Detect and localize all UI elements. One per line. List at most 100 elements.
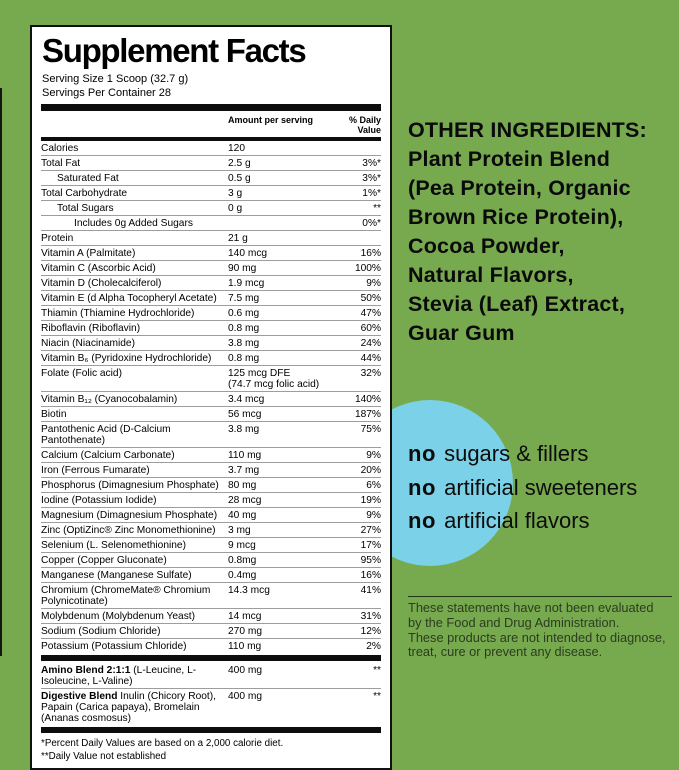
nutrient-amount: 0.6 mg (228, 307, 260, 319)
table-row: Iodine (Potassium Iodide) 28 mcg 19% (41, 493, 381, 508)
nutrient-daily-value: 3%* (362, 172, 381, 184)
nutrient-daily-value: 16% (360, 569, 381, 581)
nutrient-name: Includes 0g Added Sugars (74, 217, 193, 229)
nutrient-amount: 1.9 mcg (228, 277, 265, 289)
nutrient-amount: 2.5 g (228, 157, 251, 169)
nutrient-amount: 80 mg (228, 479, 257, 491)
nutrient-daily-value: 95% (360, 554, 381, 566)
nutrient-daily-value: 27% (360, 524, 381, 536)
other-ingredients-line: Guar Gum (408, 321, 515, 345)
servings-per-container: Servings Per Container 28 (42, 86, 172, 99)
nutrient-amount: 9 mcg (228, 539, 256, 551)
claim-line: no artificial flavors (408, 504, 637, 538)
other-ingredients-line: Stevia (Leaf) Extract, (408, 292, 626, 316)
table-row: Manganese (Manganese Sulfate) 0.4mg 16% (41, 568, 381, 583)
blend-name-bold: Digestive Blend (41, 690, 118, 702)
nutrient-daily-value: 9% (366, 509, 381, 521)
nutrient-daily-value: 16% (360, 247, 381, 259)
table-row: Phosphorus (Dimagnesium Phosphate) 80 mg 6… (41, 478, 381, 493)
table-row: Vitamin A (Palmitate) 140 mcg 16% (41, 246, 381, 261)
serving-size: Serving Size 1 Scoop (32.7 g) (42, 73, 189, 85)
nutrient-amount: 120 (228, 142, 245, 154)
nutrient-amount: 56 mcg (228, 408, 262, 420)
table-row: Total Sugars 0 g ** (41, 201, 381, 216)
nutrient-daily-value: 24% (360, 337, 381, 349)
footnotes: *Percent Daily Values are based on a 2,0… (41, 735, 381, 763)
disclaimer-divider (408, 596, 672, 597)
table-row: Selenium (L. Selenomethionine) 9 mcg 17% (41, 538, 381, 553)
blend-name: Digestive Blend Inulin (Chicory Root), P… (41, 690, 216, 724)
nutrient-amount: 14.3 mcg (228, 584, 270, 596)
other-ingredients-line: Cocoa Powder, (408, 234, 565, 258)
table-row: Thiamin (Thiamine Hydrochloride) 0.6 mg 47… (41, 306, 381, 321)
column-amount-label: Amount per serving (228, 115, 314, 125)
table-row: Total Carbohydrate 3 g 1%* (41, 186, 381, 201)
claim-emphasis: no (408, 508, 437, 533)
column-daily-value-label: % Daily Value (348, 115, 381, 135)
blend-amount: 400 mg (228, 690, 262, 702)
disclaimer-line: by the Food and Drug Administration. (408, 614, 620, 630)
nutrient-amount: 21 g (228, 232, 248, 244)
table-row: Molybdenum (Molybdenum Yeast) 14 mcg 31% (41, 609, 381, 624)
nutrient-name: Iodine (Potassium Iodide) (41, 494, 157, 506)
nutrient-daily-value: 50% (360, 292, 381, 304)
table-row: Magnesium (Dimagnesium Phosphate) 40 mg 9% (41, 508, 381, 523)
nutrient-name: Total Sugars (57, 202, 114, 214)
nutrient-name: Calories (41, 142, 79, 154)
table-row: Folate (Folic acid) 125 mcg DFE (74.7 mcg … (41, 366, 381, 392)
nutrient-name: Vitamin B₁₂ (Cyanocobalamin) (41, 393, 178, 405)
nutrient-daily-value: 32% (360, 367, 381, 379)
table-row: Vitamin B₆ (Pyridoxine Hydrochloride) 0.8… (41, 351, 381, 366)
table-row: Biotin 56 mcg 187% (41, 407, 381, 422)
no-claims-block: no sugars & fillers no artificial sweetener… (408, 437, 637, 538)
nutrient-daily-value: 20% (360, 464, 381, 476)
nutrient-amount: 3.8 mg (228, 337, 260, 349)
divider-blends-top (41, 655, 381, 661)
nutrient-name: Calcium (Calcium Carbonate) (41, 449, 175, 461)
nutrient-daily-value: 1%* (362, 187, 381, 199)
table-row: Pantothenic Acid (D-Calcium Pantothenate… (41, 422, 381, 448)
table-row: Niacin (Niacinamide) 3.8 mg 24% (41, 336, 381, 351)
nutrient-daily-value: 187% (354, 408, 381, 420)
blend-amount: 400 mg (228, 664, 262, 676)
other-ingredients-block: OTHER INGREDIENTS: Plant Protein Blend (Pe… (408, 116, 676, 348)
table-row: Chromium (ChromeMate® Chromium Polynicot… (41, 583, 381, 609)
nutrient-name: Niacin (Niacinamide) (41, 337, 135, 349)
supplement-facts-title: Supplement Facts (42, 32, 307, 69)
nutrient-amount: 270 mg (228, 625, 262, 637)
nutrient-name: Biotin (41, 408, 67, 420)
nutrient-daily-value: 12% (360, 625, 381, 637)
nutrient-name: Vitamin C (Ascorbic Acid) (41, 262, 156, 274)
blend-name-bold: Amino Blend 2:1:1 (41, 664, 131, 676)
nutrient-name: Riboflavin (Riboflavin) (41, 322, 141, 334)
blend-name: Amino Blend 2:1:1 (L-Leucine, L-Isoleuci… (41, 664, 197, 687)
nutrient-name: Vitamin A (Palmitate) (41, 247, 136, 259)
nutrient-name: Vitamin B₆ (Pyridoxine Hydrochloride) (41, 352, 212, 364)
nutrient-daily-value: 60% (360, 322, 381, 334)
nutrient-daily-value: 44% (360, 352, 381, 364)
nutrient-daily-value: 100% (354, 262, 381, 274)
nutrient-amount: 90 mg (228, 262, 257, 274)
table-row: Iron (Ferrous Fumarate) 3.7 mg 20% (41, 463, 381, 478)
nutrient-name: Molybdenum (Molybdenum Yeast) (41, 610, 196, 622)
nutrient-daily-value: 0%* (362, 217, 381, 229)
nutrient-name: Pantothenic Acid (D-Calcium Pantothenate… (41, 423, 171, 446)
nutrient-amount: 3 g (228, 187, 243, 199)
table-row: Calcium (Calcium Carbonate) 110 mg 9% (41, 448, 381, 463)
table-row: Saturated Fat 0.5 g 3%* (41, 171, 381, 186)
nutrient-name: Folate (Folic acid) (41, 367, 122, 379)
claim-emphasis: no (408, 474, 437, 500)
nutrient-name: Vitamin E (d Alpha Tocopheryl Acetate) (41, 292, 217, 304)
nutrient-amount: 3.8 mg (228, 423, 260, 435)
nutrient-name: Magnesium (Dimagnesium Phosphate) (41, 509, 218, 521)
nutrient-amount: 7.5 mg (228, 292, 260, 304)
supplement-facts-panel: Supplement Facts Serving Size 1 Scoop (3… (30, 25, 392, 770)
nutrient-name: Protein (41, 232, 74, 244)
table-row: Sodium (Sodium Chloride) 270 mg 12% (41, 624, 381, 639)
nutrient-name: Saturated Fat (57, 172, 119, 184)
table-row: Vitamin C (Ascorbic Acid) 90 mg 100% (41, 261, 381, 276)
table-row: Total Fat 2.5 g 3%* (41, 156, 381, 171)
nutrient-daily-value: 75% (360, 423, 381, 435)
blend-table: Amino Blend 2:1:1 (L-Leucine, L-Isoleuci… (41, 663, 381, 725)
disclaimer-line: These statements have not been evaluated (408, 600, 654, 615)
